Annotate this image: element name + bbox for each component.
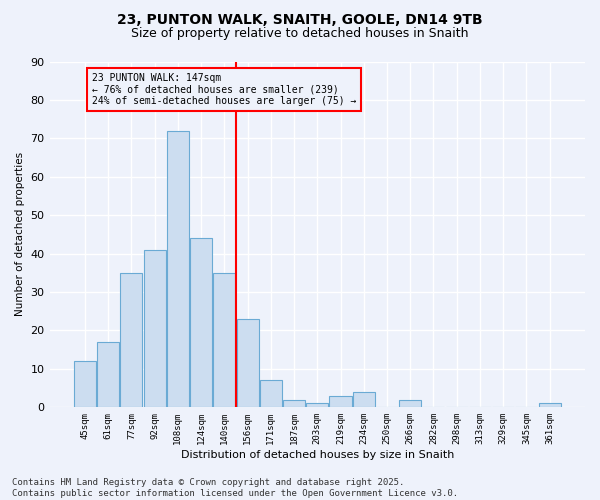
Text: 23 PUNTON WALK: 147sqm
← 76% of detached houses are smaller (239)
24% of semi-de: 23 PUNTON WALK: 147sqm ← 76% of detached… [92, 73, 356, 106]
Bar [74, 361, 96, 408]
Bar [539, 404, 560, 407]
Bar [213, 273, 235, 407]
Text: 23, PUNTON WALK, SNAITH, GOOLE, DN14 9TB: 23, PUNTON WALK, SNAITH, GOOLE, DN14 9TB [117, 12, 483, 26]
Text: Contains HM Land Registry data © Crown copyright and database right 2025.
Contai: Contains HM Land Registry data © Crown c… [12, 478, 458, 498]
Bar [283, 400, 305, 407]
Bar [97, 342, 119, 407]
Bar [353, 392, 375, 407]
Bar [306, 404, 328, 407]
Bar [260, 380, 282, 407]
Bar [399, 400, 421, 407]
Bar [121, 273, 142, 407]
Text: Size of property relative to detached houses in Snaith: Size of property relative to detached ho… [131, 28, 469, 40]
Bar [190, 238, 212, 408]
Bar [143, 250, 166, 408]
Bar [329, 396, 352, 407]
Y-axis label: Number of detached properties: Number of detached properties [15, 152, 25, 316]
X-axis label: Distribution of detached houses by size in Snaith: Distribution of detached houses by size … [181, 450, 454, 460]
Bar [167, 130, 189, 407]
Bar [236, 319, 259, 408]
